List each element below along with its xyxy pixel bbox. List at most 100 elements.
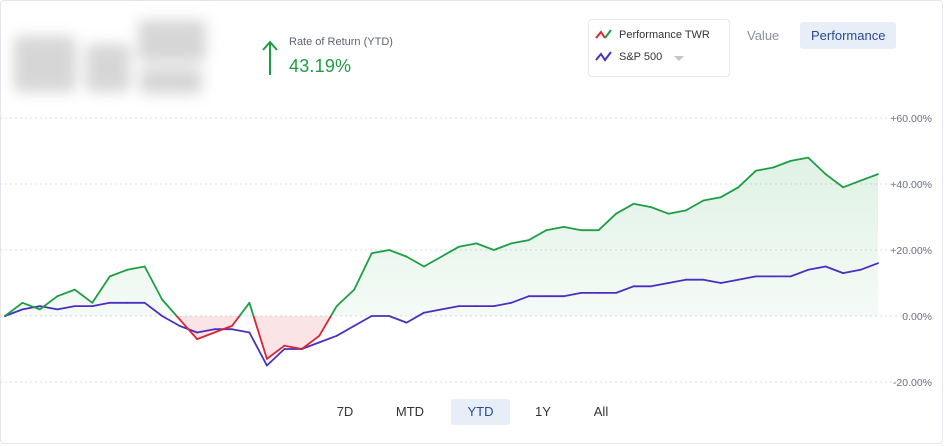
sp500-point bbox=[737, 278, 740, 281]
performance-point bbox=[318, 334, 321, 337]
sp500-point bbox=[423, 311, 425, 314]
y-tick-label: 0.00% bbox=[902, 311, 932, 323]
performance-point bbox=[21, 301, 24, 304]
performance-point bbox=[178, 318, 181, 321]
sp500-point bbox=[475, 305, 478, 307]
performance-point bbox=[789, 160, 792, 162]
y-tick-label: +20.00% bbox=[890, 245, 932, 257]
sp500-point bbox=[335, 334, 338, 337]
performance-point bbox=[650, 206, 652, 209]
performance-point bbox=[510, 242, 513, 245]
performance-point bbox=[492, 249, 495, 251]
sp500-point bbox=[580, 292, 583, 294]
performance-point bbox=[266, 358, 268, 360]
performance-point bbox=[440, 255, 443, 258]
performance-point bbox=[388, 249, 391, 251]
sp500-point bbox=[388, 315, 391, 317]
sp500-point bbox=[248, 331, 251, 334]
sp500-point bbox=[318, 341, 321, 344]
performance-point bbox=[702, 199, 705, 202]
sp500-point bbox=[685, 278, 687, 281]
sp500-point bbox=[91, 305, 94, 307]
performance-point bbox=[196, 338, 198, 340]
performance-toggle-button[interactable]: Performance bbox=[800, 22, 897, 49]
range-1y-button[interactable]: 1Y bbox=[535, 404, 551, 419]
performance-point bbox=[737, 186, 740, 189]
legend-item-sp500[interactable]: S&P 500 bbox=[595, 47, 685, 67]
performance-point bbox=[667, 212, 670, 215]
performance-point bbox=[423, 265, 425, 268]
range-7d-button[interactable]: 7D bbox=[336, 404, 354, 419]
sp500-point bbox=[108, 301, 111, 304]
sp500-point bbox=[667, 282, 670, 284]
sp500-point bbox=[877, 262, 879, 265]
sp500-point bbox=[527, 295, 530, 298]
range-ytd-button[interactable]: YTD bbox=[451, 399, 510, 425]
legend-label: Performance TWR bbox=[619, 29, 710, 41]
sp500-point bbox=[440, 308, 443, 311]
sp500-point bbox=[545, 295, 548, 298]
performance-point bbox=[353, 288, 356, 291]
sp500-point bbox=[283, 348, 286, 350]
sp500-point bbox=[39, 305, 41, 307]
sp500-point bbox=[196, 331, 198, 334]
performance-point bbox=[91, 301, 94, 304]
performance-point bbox=[405, 255, 408, 258]
sp500-point bbox=[370, 315, 373, 317]
performance-area-negative bbox=[5, 316, 878, 359]
sp500-point bbox=[56, 308, 59, 311]
sp500-point bbox=[458, 305, 460, 307]
performance-point bbox=[126, 268, 129, 271]
performance-point bbox=[458, 245, 460, 248]
y-tick-label: -20.00% bbox=[893, 377, 932, 389]
performance-point bbox=[39, 308, 41, 311]
sp500-point bbox=[824, 265, 827, 268]
performance-point bbox=[615, 212, 617, 215]
performance-point bbox=[842, 186, 844, 189]
value-toggle-button[interactable]: Value bbox=[747, 28, 780, 43]
y-tick-label: +40.00% bbox=[890, 179, 932, 191]
sp500-point bbox=[213, 328, 216, 331]
sp500-point bbox=[143, 301, 146, 304]
performance-point bbox=[248, 301, 251, 304]
performance-point bbox=[108, 275, 111, 278]
sp500-point bbox=[754, 275, 757, 278]
performance-point bbox=[719, 196, 722, 199]
performance-point bbox=[475, 242, 478, 245]
performance-point bbox=[283, 344, 286, 347]
rate-of-return-value: 43.19% bbox=[289, 56, 352, 76]
sp500-point bbox=[4, 315, 6, 317]
performance-point bbox=[143, 265, 146, 268]
sp500-point bbox=[859, 268, 862, 271]
performance-point bbox=[213, 331, 216, 334]
performance-point bbox=[580, 229, 583, 232]
performance-point bbox=[597, 229, 600, 232]
performance-point bbox=[161, 298, 164, 301]
chevron-down-icon[interactable] bbox=[674, 55, 685, 61]
performance-point bbox=[754, 169, 757, 172]
sp500-point bbox=[562, 295, 565, 298]
sp500-point bbox=[702, 278, 705, 281]
range-all-button[interactable]: All bbox=[593, 404, 609, 419]
sp500-point bbox=[231, 328, 233, 331]
legend-label: S&P 500 bbox=[619, 51, 663, 63]
sp500-point bbox=[615, 292, 617, 294]
sp500-point bbox=[73, 305, 76, 307]
performance-point bbox=[562, 226, 565, 228]
trend-line-icon bbox=[595, 51, 612, 62]
performance-point bbox=[824, 173, 827, 176]
performance-point bbox=[859, 179, 862, 182]
range-mtd-button[interactable]: MTD bbox=[395, 404, 425, 419]
chart-legend: Performance TWR S&P 500 bbox=[588, 19, 730, 77]
sp500-point bbox=[126, 301, 129, 304]
performance-point bbox=[545, 229, 548, 232]
sp500-point bbox=[300, 348, 303, 350]
sp500-point bbox=[161, 315, 164, 317]
sp500-point bbox=[21, 308, 24, 311]
y-tick-label: +60.00% bbox=[890, 113, 932, 125]
performance-point bbox=[685, 209, 687, 212]
sp500-point bbox=[405, 321, 408, 324]
performance-point bbox=[632, 202, 635, 205]
performance-point bbox=[56, 295, 59, 298]
